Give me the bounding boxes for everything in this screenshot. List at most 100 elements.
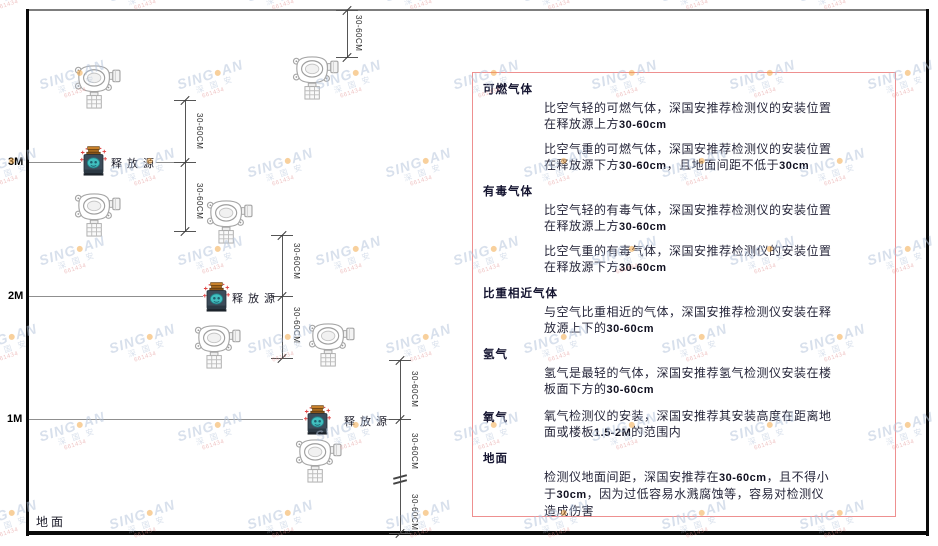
brand-dot-icon [76, 420, 84, 429]
dim-tick [271, 235, 293, 236]
brand-dot-icon [214, 244, 222, 253]
section-paragraph: 与空气比重相近的气体，深国安推荐检测仪安装在释放源上下的30-60cm [544, 305, 832, 335]
release-source-label: 释放源 [344, 415, 392, 428]
section-heading: 氢气 [483, 347, 508, 361]
section-paragraph: 氢气是最轻的气体，深国安推荐氢气检测仪安装在楼板面下方的30-60cm [544, 366, 832, 396]
release-source-icon [80, 146, 107, 176]
dim-line-1m [400, 360, 401, 533]
brand-dot-icon [352, 68, 360, 77]
gas-detector-icon [74, 193, 121, 237]
dim-label: 30-60CM [292, 307, 301, 344]
brand-dot-icon [214, 68, 222, 77]
gas-detector-icon [295, 439, 342, 483]
brand-dot-icon [904, 244, 912, 253]
section-combustible-gas: 可燃气体 比空气轻的可燃气体，深国安推荐检测仪的安装位置在释放源上方30-60c… [473, 81, 895, 174]
brand-dot-icon [904, 68, 912, 77]
floor-line [26, 531, 929, 535]
section-heading: 地面 [483, 451, 508, 465]
dim-tick [174, 231, 196, 232]
dim-tick [389, 360, 411, 361]
brand-dot-icon [146, 332, 154, 341]
section-oxygen: 氧气 氧气检测仪的安装，深国安推荐其安装高度在距离地面或楼板1.5-2M的范围内 [473, 408, 895, 441]
brand-dot-icon [284, 332, 292, 341]
brand-dot-icon [904, 420, 912, 429]
dim-tick [271, 358, 293, 359]
dim-label: 30-60CM [292, 243, 301, 280]
gas-detector-icon [74, 65, 121, 109]
release-source-icon [203, 282, 230, 312]
left-axis-line [26, 9, 29, 536]
release-source-label: 释放源 [111, 157, 159, 170]
dim-tick [336, 10, 358, 11]
dim-label: 30-60CM [410, 371, 419, 408]
level-connector-3m [156, 162, 186, 163]
brand-dot-icon [214, 420, 222, 429]
dim-tick [389, 533, 411, 534]
section-similar-density-gas: 比重相近气体 与空气比重相近的气体，深国安推荐检测仪安装在释放源上下的30-60… [473, 285, 895, 337]
section-heading: 有毒气体 [483, 184, 533, 198]
gas-detector-icon [308, 323, 355, 367]
gas-detector-icon [292, 56, 339, 100]
section-hydrogen: 氢气 氢气是最轻的气体，深国安推荐氢气检测仪安装在楼板面下方的30-60cm [473, 346, 895, 398]
dim-tick [389, 419, 411, 420]
gas-detector-icon [194, 325, 241, 369]
dim-tick [174, 162, 196, 163]
dim-tick [336, 57, 358, 58]
brand-dot-icon [422, 508, 430, 517]
section-heading: 氧气 [483, 410, 508, 424]
dim-label: 30-60CM [195, 113, 204, 150]
dim-tick [271, 296, 293, 297]
axis-label-3m: 3M [8, 156, 24, 168]
brand-dot-icon [422, 156, 430, 165]
section-paragraph: 比空气轻的可燃气体，深国安推荐检测仪的安装位置在释放源上方30-60cm [544, 101, 832, 131]
dim-line-3m [185, 100, 186, 231]
dim-label: 30-60CM [354, 15, 363, 52]
right-border-line [926, 9, 929, 536]
brand-dot-icon [8, 332, 16, 341]
dim-line-ceiling [347, 10, 348, 57]
brand-dot-icon [76, 244, 84, 253]
release-source-icon [304, 405, 331, 435]
section-paragraph: 比空气重的可燃气体，深国安推荐检测仪的安装位置在释放源下方30-60cm，且地面… [544, 142, 832, 172]
dim-label: 30-60CM [410, 433, 419, 470]
brand-dot-icon [8, 508, 16, 517]
gas-detector-icon [206, 200, 253, 244]
dim-label: 30-60CM [410, 494, 419, 531]
section-ground: 地面 检测仪地面间距，深国安推荐在30-60cm，且不得小于30cm，因为过低容… [473, 450, 895, 519]
ground-label: 地面 [36, 515, 67, 529]
release-source-label: 释放源 [232, 292, 280, 305]
section-heading: 比重相近气体 [483, 286, 558, 300]
section-paragraph: 比空气轻的有毒气体，深国安推荐检测仪的安装位置在释放源上方30-60cm [544, 203, 832, 233]
level-line-3m [29, 162, 81, 163]
brand-dot-icon [284, 508, 292, 517]
brand-dot-icon [352, 244, 360, 253]
guidelines-panel: 可燃气体 比空气轻的可燃气体，深国安推荐检测仪的安装位置在释放源上方30-60c… [472, 72, 896, 519]
ceiling-line [28, 9, 928, 11]
brand-dot-icon [422, 332, 430, 341]
brand-dot-icon [146, 508, 154, 517]
dim-label: 30-60CM [195, 183, 204, 220]
section-toxic-gas: 有毒气体 比空气轻的有毒气体，深国安推荐检测仪的安装位置在释放源上方30-60c… [473, 183, 895, 276]
brand-dot-icon [284, 156, 292, 165]
section-paragraph: 氧气检测仪的安装，深国安推荐其安装高度在距离地面或楼板1.5-2M的范围内 [544, 409, 832, 439]
section-heading: 可燃气体 [483, 82, 533, 96]
axis-label-1m: 1M [7, 413, 23, 425]
axis-label-2m: 2M [8, 290, 24, 302]
section-paragraph: 检测仪地面间距，深国安推荐在30-60cm，且不得小于30cm，因为过低容易水溅… [544, 470, 830, 518]
level-line-2m [29, 296, 203, 297]
section-paragraph: 比空气重的有毒气体，深国安推荐检测仪的安装位置在释放源下方30-60cm [544, 244, 832, 274]
dim-tick [174, 100, 196, 101]
